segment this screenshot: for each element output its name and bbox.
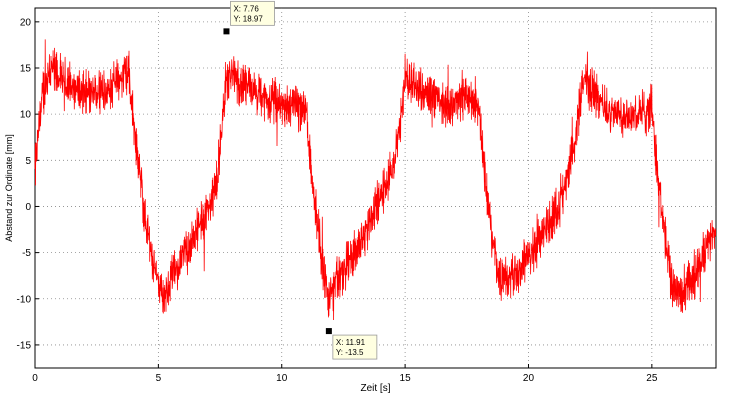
- data-tip-marker[interactable]: [223, 28, 230, 35]
- y-axis-label: Abstand zur Ordinate [mm]: [4, 134, 14, 242]
- x-tick-label: 0: [32, 373, 38, 384]
- x-tick-label: 5: [156, 373, 162, 384]
- data-tips: X: 7.76Y: 18.97 X: 11.91Y: -13.5: [223, 0, 378, 360]
- series-line: [34, 39, 717, 321]
- y-tick-label: 10: [20, 110, 32, 121]
- x-tick-label: 25: [646, 373, 658, 384]
- data-tip-x: X: 11.91: [336, 338, 366, 347]
- y-tick-label: 15: [20, 64, 32, 75]
- x-tick-label: 15: [400, 373, 412, 384]
- data-tip-box: [230, 0, 275, 26]
- x-tick-label: 20: [523, 373, 535, 384]
- data-tip-box: [332, 334, 378, 360]
- y-tick-label: -5: [22, 248, 31, 259]
- x-axis-ticks: 0 5 10 15 20 25: [32, 364, 658, 384]
- y-tick-label: -10: [17, 294, 32, 305]
- y-tick-label: 20: [20, 17, 32, 28]
- x-axis-label: Zeit [s]: [360, 383, 390, 394]
- y-tick-label: -15: [17, 340, 32, 351]
- grid-lines: [35, 8, 716, 368]
- y-tick-label: 0: [25, 202, 31, 213]
- x-tick-label: 10: [276, 373, 288, 384]
- data-tip-y: Y: -13.5: [336, 348, 364, 357]
- data-tip-y: Y: 18.97: [233, 14, 263, 23]
- data-tip-marker[interactable]: [325, 328, 332, 335]
- data-tip-x: X: 7.76: [233, 4, 259, 13]
- y-tick-label: 5: [25, 156, 31, 167]
- y-axis-ticks: -15 -10 -5 0 5 10 15 20: [17, 17, 39, 351]
